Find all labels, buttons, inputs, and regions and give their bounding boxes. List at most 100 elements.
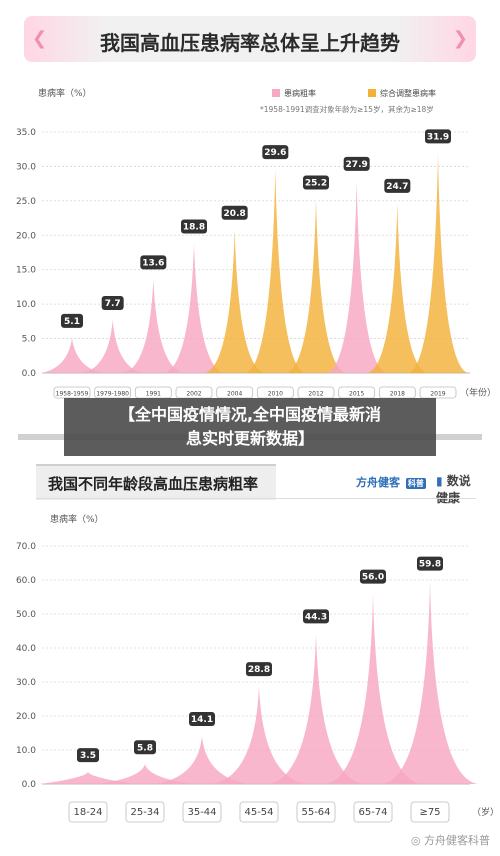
chart-title: 我国高血压患病率总体呈上升趋势 <box>100 31 400 55</box>
x-tick-label: 25-34 <box>130 807 159 818</box>
y-tick-label: 30.0 <box>16 162 36 172</box>
brand-badge: 科普 <box>405 478 426 489</box>
data-label-box <box>417 556 443 571</box>
data-label: 14.1 <box>191 715 213 725</box>
data-label: 20.8 <box>224 209 246 219</box>
x-tick-label: 2019 <box>430 391 445 398</box>
data-label: 56.0 <box>362 573 384 583</box>
x-tick-label: 2012 <box>308 391 323 398</box>
y-tick-label: 60.0 <box>16 576 36 586</box>
x-tick-label: 1958-1959 <box>56 391 89 398</box>
watermark: ◎ 方舟健客科普 <box>411 832 490 848</box>
section2-rule <box>36 498 476 499</box>
y-tick-label: 35.0 <box>16 128 36 138</box>
y-tick-label: 10.0 <box>16 300 36 310</box>
chevron-left-icon: ❮ <box>32 28 48 49</box>
legend-label-crude: 患病粗率 <box>284 88 316 98</box>
data-label-box <box>303 175 329 190</box>
data-spike <box>326 180 387 373</box>
y-tick-label: 25.0 <box>16 197 36 207</box>
x-category-pill <box>419 386 457 399</box>
data-label-box <box>134 740 156 755</box>
banner-line-1: 【全中国疫情情况,全中国疫情最新消 <box>118 405 382 424</box>
x-tick-label: 18-24 <box>73 807 102 818</box>
y-tick-label: 15.0 <box>16 266 36 276</box>
data-label: 24.7 <box>386 182 408 192</box>
y-tick-label: 0.0 <box>22 780 37 790</box>
y-tick-label: 30.0 <box>16 678 36 688</box>
data-label: 31.9 <box>427 132 449 142</box>
data-label: 3.5 <box>80 751 96 761</box>
x-tick-label: 55-64 <box>301 807 330 818</box>
data-spike <box>245 169 306 373</box>
y-tick-label: 40.0 <box>16 644 36 654</box>
data-label: 59.8 <box>419 560 441 570</box>
legend-swatch-crude <box>272 89 280 97</box>
article-title-banner: 【全中国疫情情况,全中国疫情最新消 息实时更新数据】 <box>64 398 436 456</box>
data-label-box <box>303 609 329 624</box>
x-tick-label: 45-54 <box>244 807 273 818</box>
x-tick-label: 2015 <box>349 391 364 398</box>
data-label-box <box>101 295 124 310</box>
data-spike <box>211 686 307 784</box>
y-tick-label: 10.0 <box>16 746 36 756</box>
x-tick-label: 1991 <box>146 391 161 398</box>
x-category-pill <box>182 801 222 823</box>
camera-icon: ◎ <box>410 834 421 847</box>
data-spike <box>382 580 478 784</box>
data-spike <box>268 633 364 784</box>
y-tick-label: 5.0 <box>22 335 37 345</box>
y-axis-title: 患病率（%） <box>50 513 104 525</box>
data-label: 5.1 <box>64 317 80 327</box>
data-label-box <box>343 156 370 171</box>
data-label: 28.8 <box>248 665 270 675</box>
data-label: 13.6 <box>142 258 164 268</box>
data-spike <box>286 199 346 373</box>
x-category-pill <box>68 801 108 823</box>
x-category-pill <box>296 801 336 823</box>
data-label: 5.8 <box>137 743 153 753</box>
brand-left-text: 方舟健客 <box>356 476 400 489</box>
x-category-pill <box>353 801 393 823</box>
data-label: 7.7 <box>105 299 121 309</box>
data-label-box <box>77 748 99 763</box>
section2-title: 我国不同年龄段高血压患病粗率 <box>48 475 259 493</box>
y-tick-label: 20.0 <box>16 712 36 722</box>
data-label: 44.3 <box>305 612 327 622</box>
chart-title-bar: ❮ 我国高血压患病率总体呈上升趋势 ❯ <box>24 16 476 62</box>
data-spike <box>367 202 428 373</box>
chart-prevalence-by-year: 患病率（%） 0.0 5.0 10.0 15.0 20.0 25.0 30.0 35.0 5.1 1… <box>16 87 496 399</box>
chart-prevalence-by-age: 患病率（%） 0.0 10.0 20.0 30.0 40.0 50.0 60.0 70.0 3.5… <box>16 513 499 823</box>
data-label-box <box>140 255 167 270</box>
y-tick-label: 20.0 <box>16 231 36 241</box>
data-label-box <box>61 313 83 328</box>
x-tick-label: 2018 <box>390 391 405 398</box>
data-label-box <box>189 712 215 727</box>
data-spike <box>204 229 265 373</box>
x-tick-label: 2002 <box>186 391 201 398</box>
x-category-pill <box>410 801 450 823</box>
data-label-box <box>262 145 289 160</box>
x-tick-label: ≥75 <box>419 807 440 818</box>
data-label-box <box>425 129 451 144</box>
section2-tab: 我国不同年龄段高血压患病粗率 <box>36 464 276 500</box>
brand-logo-left: 方舟健客 科普 <box>356 474 426 490</box>
data-label: 18.8 <box>183 223 205 233</box>
x-tick-label: 35-44 <box>187 807 216 818</box>
data-spike <box>42 337 102 373</box>
y-tick-label: 0.0 <box>22 369 37 379</box>
x-tick-label: 2004 <box>227 391 242 398</box>
data-label-box <box>181 219 207 234</box>
data-label-box <box>360 569 386 584</box>
data-label: 25.2 <box>305 178 327 188</box>
data-label: 27.9 <box>346 160 368 170</box>
banner-line-2: 息实时更新数据】 <box>185 429 314 448</box>
watermark-text: 方舟健客科普 <box>424 834 490 847</box>
data-spike <box>123 279 184 373</box>
data-spike <box>40 772 136 784</box>
data-spike <box>82 319 143 373</box>
legend-label-adjusted: 综合调整患病率 <box>380 88 436 98</box>
data-spike <box>164 243 224 373</box>
x-tick-label: 2010 <box>268 391 283 398</box>
legend-swatch-adjusted <box>368 89 376 97</box>
